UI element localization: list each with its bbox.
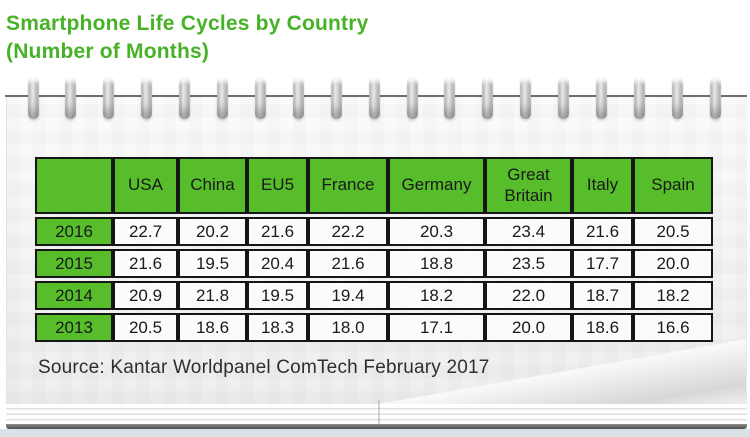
value-cell: 17.1 [388,313,485,342]
column-header-cell: Germany [388,157,485,214]
value-cell: 20.5 [113,313,178,342]
binder-ring-icon [709,77,721,119]
binder-ring-icon [141,77,153,119]
sheet-stack-edge [6,424,747,429]
column-header-cell: Spain [633,157,713,214]
value-cell: 19.5 [247,281,308,310]
background-strip [0,429,750,437]
binder-ring-icon [254,77,266,119]
binder-ring-icon [558,77,570,119]
binder-ring-icon [65,77,77,119]
binder-ring-icon [444,77,456,119]
binder-ring-icon [330,77,342,119]
year-cell: 2016 [35,217,113,246]
sheet-stack [6,404,747,425]
value-cell: 22.0 [485,281,572,310]
binder-ring-icon [520,77,532,119]
column-header-cell: USA [113,157,178,214]
page-title-line1: Smartphone Life Cycles by Country [6,12,369,35]
value-cell: 19.4 [308,281,388,310]
corner-cell [35,157,113,214]
value-cell: 21.6 [247,217,308,246]
data-table-container: USA China EU5 France Germany Great Britain Ita… [35,154,713,345]
value-cell: 18.7 [572,281,633,310]
year-cell: 2015 [35,249,113,278]
binder-ring-icon [292,77,304,119]
value-cell: 18.2 [633,281,713,310]
binder-ring-icon [482,77,494,119]
table-body: 2016 22.7 20.2 21.6 22.2 20.3 23.4 21.6 20.5 2015… [35,217,713,342]
value-cell: 18.0 [308,313,388,342]
binder-ring-icon [633,77,645,119]
value-cell: 20.3 [388,217,485,246]
source-caption: Source: Kantar Worldpanel ComTech Februa… [38,357,490,378]
value-cell: 18.8 [388,249,485,278]
binder-ring-icon [368,77,380,119]
value-cell: 20.2 [178,217,247,246]
value-cell: 22.7 [113,217,178,246]
value-cell: 23.4 [485,217,572,246]
column-header-cell: EU5 [247,157,308,214]
year-cell: 2013 [35,313,113,342]
value-cell: 23.5 [485,249,572,278]
value-cell: 19.5 [178,249,247,278]
column-header-cell: Great Britain [485,157,572,214]
value-cell: 20.9 [113,281,178,310]
sheet-stack-divider [378,400,380,425]
page-title: Smartphone Life Cycles by Country (Numbe… [6,10,369,66]
value-cell: 18.6 [178,313,247,342]
value-cell: 18.3 [247,313,308,342]
value-cell: 20.4 [247,249,308,278]
binder-ring-icon [103,77,115,119]
value-cell: 21.6 [113,249,178,278]
page-title-line2: (Number of Months) [6,40,210,63]
binder-ring-icon [671,77,683,119]
value-cell: 21.8 [178,281,247,310]
value-cell: 18.2 [388,281,485,310]
data-table: USA China EU5 France Germany Great Britain Ita… [35,154,713,345]
table-row: 2016 22.7 20.2 21.6 22.2 20.3 23.4 21.6 20.5 [35,217,713,246]
value-cell: 20.0 [485,313,572,342]
value-cell: 17.7 [572,249,633,278]
value-cell: 18.6 [572,313,633,342]
table-header-row: USA China EU5 France Germany Great Britain Ita… [35,157,713,214]
binder-ring-icon [406,77,418,119]
year-cell: 2014 [35,281,113,310]
binder-rings [0,0,750,130]
binder-ring-icon [179,77,191,119]
value-cell: 16.6 [633,313,713,342]
value-cell: 21.6 [308,249,388,278]
value-cell: 22.2 [308,217,388,246]
value-cell: 20.0 [633,249,713,278]
value-cell: 21.6 [572,217,633,246]
column-header-cell: Italy [572,157,633,214]
binder-ring-icon [217,77,228,119]
column-header-cell: France [308,157,388,214]
table-row: 2014 20.9 21.8 19.5 19.4 18.2 22.0 18.7 18.2 [35,281,713,310]
binder-ring-icon [27,77,39,119]
table-row: 2013 20.5 18.6 18.3 18.0 17.1 20.0 18.6 16.6 [35,313,713,342]
table-row: 2015 21.6 19.5 20.4 21.6 18.8 23.5 17.7 20.0 [35,249,713,278]
binder-ring-icon [596,77,607,119]
column-header-cell: China [178,157,247,214]
value-cell: 20.5 [633,217,713,246]
